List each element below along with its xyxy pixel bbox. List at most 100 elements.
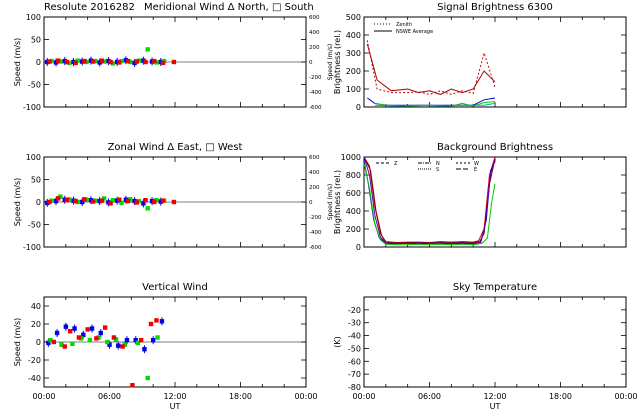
vertical-data-point bbox=[68, 329, 73, 334]
zonal-y-tick-label: 0 bbox=[36, 198, 41, 207]
vertical-data-point bbox=[85, 327, 90, 332]
meridional-data-point bbox=[125, 58, 131, 64]
vertical-y-tick-label: 0 bbox=[36, 338, 41, 347]
skytemp-y-tick-label: -50 bbox=[348, 344, 361, 353]
skytemp-x-tick-label: 00:00 bbox=[352, 392, 375, 401]
zonal-y-right-axis-label: Speed (m/s) bbox=[327, 184, 334, 220]
zonal-data-point bbox=[55, 196, 61, 201]
meridional-y-right-tick-label: -400 bbox=[309, 90, 322, 96]
skytemp-y-axis-label: (K) bbox=[333, 336, 342, 348]
zonal-data-point bbox=[99, 198, 105, 203]
zonal-y-right-tick-label: 400 bbox=[309, 170, 320, 176]
meridional-y-tick-label: -50 bbox=[28, 81, 41, 90]
zonal-data-point bbox=[53, 198, 59, 204]
vertical-data-point bbox=[51, 339, 57, 345]
vertical-x-tick-label: 00:00 bbox=[32, 392, 55, 401]
vertical-data-point bbox=[150, 338, 156, 343]
meridional-y-right-tick-label: 0 bbox=[309, 60, 313, 66]
vertical-x-tick-label: 00:00 bbox=[294, 392, 317, 401]
meridional-data-point bbox=[143, 59, 148, 65]
vertical-data-point bbox=[120, 344, 125, 349]
signal-series-line bbox=[367, 97, 496, 106]
zonal-data-point bbox=[119, 200, 124, 206]
vertical-data-point bbox=[94, 336, 99, 341]
skytemp-title: Sky Temperature bbox=[453, 282, 537, 293]
vertical-y-axis-label: Speed (m/s) bbox=[13, 318, 22, 367]
signal-y-tick-label: 400 bbox=[346, 31, 361, 40]
zonal-y-right-tick-label: 0 bbox=[309, 200, 313, 206]
vertical-data-point bbox=[62, 344, 67, 349]
background-y-tick-label: 200 bbox=[346, 225, 361, 234]
meridional-data-point bbox=[55, 58, 61, 63]
meridional-y-right-tick-label: -200 bbox=[309, 75, 322, 81]
zonal-data-point bbox=[125, 198, 131, 204]
zonal-data-point bbox=[141, 201, 146, 206]
vertical-y-tick-label: -20 bbox=[28, 356, 41, 365]
zonal-y-right-tick-label: -600 bbox=[309, 245, 322, 251]
meridional-data-point bbox=[134, 59, 139, 64]
vertical-data-point bbox=[89, 326, 95, 331]
vertical-data-point bbox=[54, 330, 60, 336]
vertical-data-point bbox=[81, 332, 86, 337]
vertical-data-point bbox=[111, 335, 117, 340]
vertical-data-point bbox=[72, 326, 77, 331]
vertical-x-tick-label: 12:00 bbox=[163, 392, 186, 401]
skytemp-x-tick-label: 00:00 bbox=[614, 392, 637, 401]
vertical-data-point bbox=[98, 330, 103, 336]
zonal-data-point bbox=[82, 197, 87, 202]
vertical-data-point bbox=[116, 343, 121, 348]
vertical-data-point bbox=[107, 342, 112, 347]
signal-series-line bbox=[366, 40, 496, 95]
zonal-data-point bbox=[73, 198, 78, 204]
zonal-data-point bbox=[110, 198, 115, 203]
background-y-tick-label: 800 bbox=[346, 171, 361, 180]
meridional-data-point bbox=[75, 58, 81, 63]
vertical-data-point bbox=[154, 318, 159, 323]
zonal-data-point bbox=[90, 199, 96, 204]
background-series-line bbox=[363, 156, 496, 244]
meridional-data-point bbox=[108, 59, 113, 65]
meridional-title: Meridional Wind Δ North, □ South bbox=[144, 2, 314, 13]
meridional-data-point bbox=[82, 58, 87, 64]
meridional-y-tick-label: 100 bbox=[26, 13, 41, 22]
skytemp-y-tick-label: -40 bbox=[348, 332, 361, 341]
skytemp-x-tick-label: 18:00 bbox=[549, 392, 572, 401]
background-legend-entry: N bbox=[436, 161, 440, 167]
vertical-y-tick-label: 20 bbox=[31, 320, 41, 329]
zonal-data-point bbox=[171, 199, 177, 205]
vertical-data-point bbox=[70, 341, 75, 346]
signal-series-line bbox=[374, 102, 496, 107]
vertical-x-tick-label: 18:00 bbox=[229, 392, 252, 401]
zonal-data-point bbox=[160, 198, 166, 203]
signal-y-axis-label: Brightness (rel.) bbox=[333, 30, 342, 94]
skytemp-y-tick-label: -70 bbox=[348, 370, 361, 379]
vertical-data-point bbox=[102, 325, 108, 330]
background-series-line bbox=[363, 163, 496, 246]
meridional-y-right-axis-label: Speed (m/s) bbox=[327, 44, 334, 80]
zonal-y-axis-label: Speed (m/s) bbox=[13, 178, 22, 227]
vertical-data-point bbox=[159, 319, 165, 324]
background-series-line bbox=[363, 160, 496, 245]
signal-series-line bbox=[366, 43, 496, 95]
background-title: Background Brightness bbox=[437, 142, 553, 153]
background-y-tick-label: 400 bbox=[346, 207, 361, 216]
vertical-data-point bbox=[142, 347, 147, 352]
meridional-y-right-tick-label: 600 bbox=[309, 15, 320, 21]
background-y-axis-label: Brightness (rel.) bbox=[333, 170, 342, 234]
meridional-data-point bbox=[152, 58, 157, 64]
skytemp-x-tick-label: 06:00 bbox=[418, 392, 441, 401]
skytemp-y-tick-label: -60 bbox=[348, 357, 361, 366]
background-legend-entry: E bbox=[474, 167, 477, 173]
meridional-data-point bbox=[160, 60, 166, 66]
vertical-y-tick-label: 40 bbox=[31, 302, 41, 311]
background-legend-entry: W bbox=[474, 161, 479, 167]
zonal-title: Zonal Wind Δ East, □ West bbox=[108, 142, 243, 153]
background-frame bbox=[363, 156, 627, 248]
zonal-data-point bbox=[143, 198, 148, 203]
vertical-x-tick-label: 06:00 bbox=[98, 392, 121, 401]
signal-y-tick-label: 100 bbox=[346, 85, 361, 94]
meridional-y-tick-label: 0 bbox=[36, 58, 41, 67]
vertical-data-point bbox=[138, 338, 144, 343]
meridional-y-tick-label: 50 bbox=[31, 36, 41, 45]
